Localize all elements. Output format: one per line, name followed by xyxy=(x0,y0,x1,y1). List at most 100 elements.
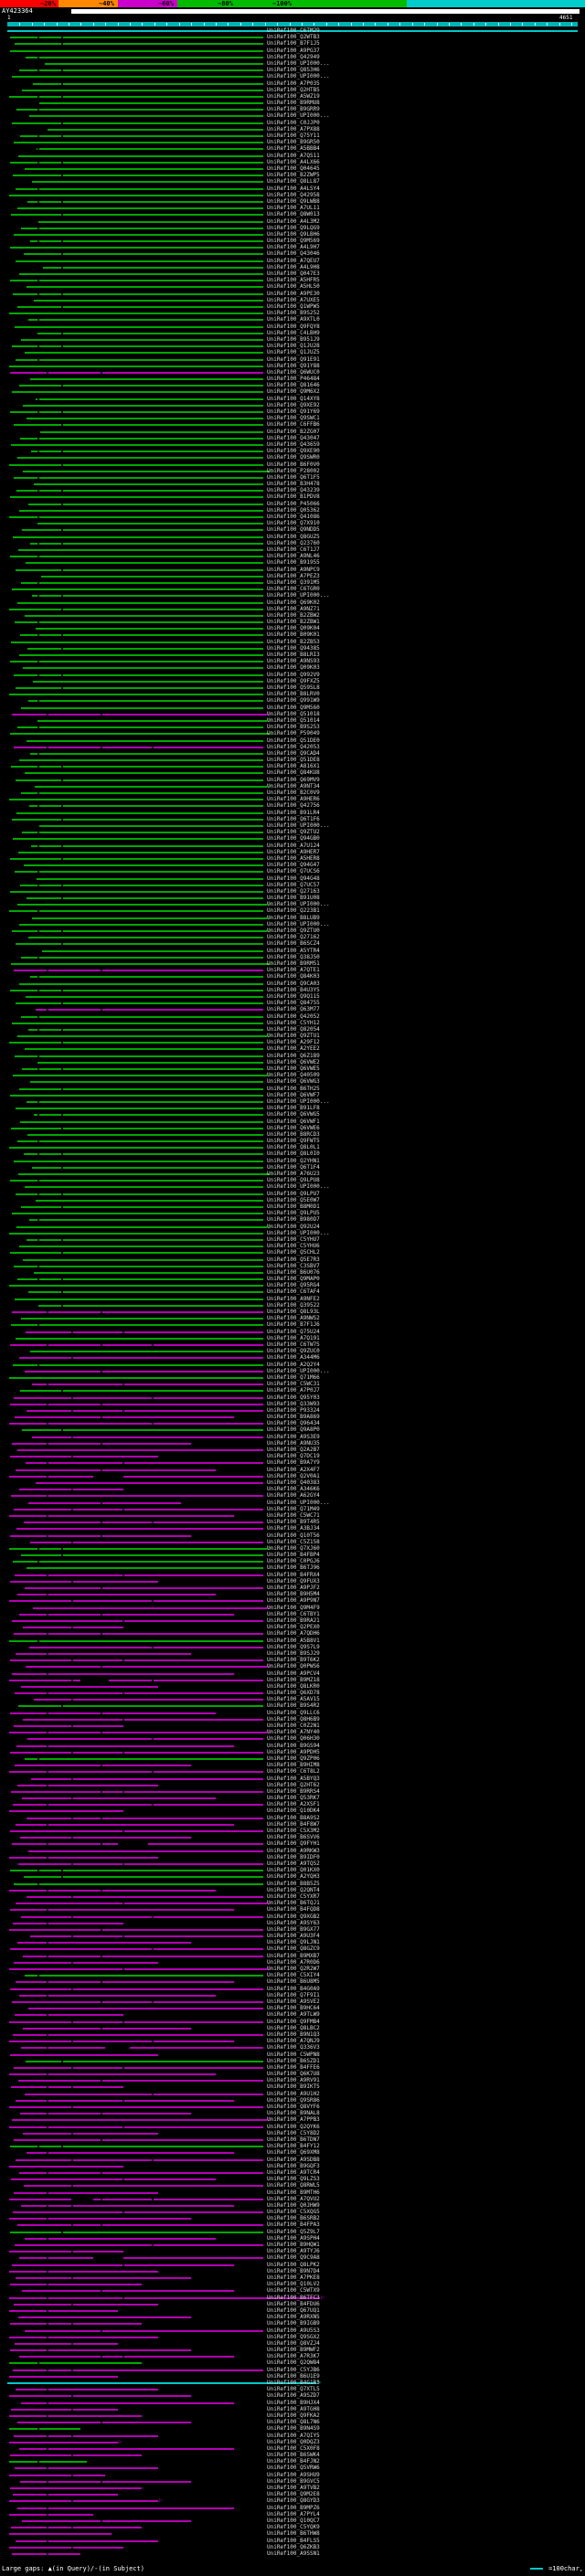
hit-row[interactable]: UniRef100_UPI000... xyxy=(0,73,585,80)
hit-row[interactable]: UniRef100_Q10DK4 xyxy=(0,1807,585,1814)
hit-row[interactable]: UniRef100_C5YH12 xyxy=(0,1020,585,1026)
hit-row[interactable]: UniRef100_Q8LBC2 xyxy=(0,2025,585,2031)
hit-row[interactable]: ▷ UniRef100_B9RM51 xyxy=(0,959,585,967)
hit-row[interactable]: UniRef100_A9SZD7 xyxy=(0,2392,585,2399)
hit-row[interactable]: UniRef100_C5X0F8 xyxy=(0,2445,585,2452)
hit-row[interactable]: UniRef100_B9RRS4 xyxy=(0,1788,585,1795)
hit-row[interactable]: UniRef100_Q6T1F6 xyxy=(0,816,585,822)
hit-row[interactable]: UniRef100_B9T4R5 xyxy=(0,1519,585,1525)
hit-row[interactable]: UniRef100_C6TGR0 xyxy=(0,586,585,592)
hit-row[interactable]: UniRef100_B6SCZ4 xyxy=(0,940,585,947)
hit-row[interactable]: UniRef100_C5YHU7 xyxy=(0,1236,585,1243)
hit-row[interactable]: UniRef100_Q27162 xyxy=(0,934,585,940)
hit-row[interactable]: UniRef100_B6U076 xyxy=(0,1269,585,1276)
hit-row[interactable]: UniRef100_Q9FUX3 xyxy=(0,1578,585,1585)
hit-row[interactable]: UniRef100_A9S3E9 xyxy=(0,1434,585,1440)
hit-row[interactable]: UniRef100_A9NS93 xyxy=(0,658,585,664)
hit-row[interactable]: UniRef100_Q51DE0 xyxy=(0,737,585,744)
hit-row[interactable]: UniRef100_Q9Q115 xyxy=(0,993,585,1000)
hit-row[interactable]: UniRef100_Q6VWF7 xyxy=(0,1092,585,1098)
hit-row[interactable]: UniRef100_C0PGJ6 xyxy=(0,1558,585,1564)
hit-row[interactable]: UniRef100_A9TLW9 xyxy=(0,2011,585,2018)
hit-row[interactable]: UniRef100_UPI000... xyxy=(0,60,585,67)
hit-row[interactable]: UniRef100_B9RMU8 xyxy=(0,100,585,106)
hit-row[interactable]: UniRef100_B9T6K2 xyxy=(0,1657,585,1663)
hit-row[interactable]: UniRef100_B7F1J5 xyxy=(0,40,585,47)
hit-row[interactable]: UniRef100_Q8H6B9 xyxy=(0,1716,585,1723)
hit-row[interactable]: UniRef100_UPI000... xyxy=(0,1500,585,1506)
hit-row[interactable]: UniRef100_Q9LPU8 xyxy=(0,1177,585,1183)
hit-row[interactable]: UniRef100_A7PEZ3 xyxy=(0,573,585,579)
hit-row[interactable]: UniRef100_A4LSY4 xyxy=(0,186,585,192)
hit-row[interactable]: UniRef100_A9NU35 xyxy=(0,1440,585,1447)
hit-row[interactable]: UniRef100_A7R3K7 xyxy=(0,2353,585,2359)
hit-row[interactable]: UniRef100_B9MXB7 xyxy=(0,1953,585,1959)
hit-row[interactable]: UniRef100_Q1WPW5 xyxy=(0,303,585,310)
hit-row[interactable]: UniRef100_A9HER7 xyxy=(0,849,585,855)
hit-row[interactable]: UniRef100_Q84755 xyxy=(0,1000,585,1006)
hit-row[interactable]: UniRef100_Q5Z9L7 xyxy=(0,2229,585,2235)
hit-row[interactable]: UniRef100_B9GR50 xyxy=(0,139,585,145)
hit-row[interactable]: UniRef100_A9TQ52 xyxy=(0,1860,585,1867)
hit-row[interactable]: UniRef100_B6F0V0 xyxy=(0,461,585,468)
hit-row[interactable]: UniRef100_B6TDN7 xyxy=(0,2136,585,2143)
hit-row[interactable]: UniRef100_A2YEE2 xyxy=(0,1045,585,1052)
hit-row[interactable]: UniRef100_B9A869 xyxy=(0,1414,585,1420)
hit-row[interactable]: UniRef100_A9PCV4 xyxy=(0,1670,585,1677)
hit-row[interactable]: UniRef100_A7Q191 xyxy=(0,1335,585,1341)
hit-row[interactable]: UniRef100_A29F12 xyxy=(0,1039,585,1045)
hit-row[interactable]: UniRef100_C5WTX9 xyxy=(0,2287,585,2294)
hit-row[interactable]: UniRef100_Q9FXZ5 xyxy=(0,678,585,684)
hit-row[interactable]: UniRef100_A9TCR4 xyxy=(0,2169,585,2176)
hit-row[interactable]: UniRef100_Q09K03 xyxy=(0,664,585,671)
hit-row[interactable]: UniRef100_UPI000... xyxy=(0,1183,585,1190)
hit-row[interactable]: UniRef100_A5WZ19 xyxy=(0,93,585,100)
hit-row[interactable]: UniRef100_B9HJX4 xyxy=(0,2400,585,2406)
hit-row[interactable]: UniRef100_B9N4S9 xyxy=(0,2425,585,2432)
hit-row[interactable]: UniRef100_Q2QW84 xyxy=(0,2359,585,2366)
hit-row[interactable]: UniRef100_Q9XE90 xyxy=(0,448,585,454)
hit-row[interactable]: UniRef100_Q223B1 xyxy=(0,907,585,914)
hit-row[interactable]: UniRef100_B8B5Z5 xyxy=(0,1881,585,1887)
hit-row[interactable]: UniRef100_Q10QC7 xyxy=(0,2518,585,2524)
hit-row[interactable]: UniRef100_Q69K02 xyxy=(0,599,585,606)
hit-row[interactable]: UniRef100_Q9FKA2 xyxy=(0,2412,585,2419)
hit-row[interactable]: UniRef100_B4FY12 xyxy=(0,2143,585,2149)
hit-row[interactable]: UniRef100_Q8GZC9 xyxy=(0,1945,585,1952)
hit-row[interactable]: UniRef100_Q42949 xyxy=(0,54,585,60)
hit-row[interactable]: ▷ UniRef100_Q9ZTU0 xyxy=(0,928,585,934)
hit-row[interactable]: UniRef100_B4FRX4 xyxy=(0,1572,585,1578)
hit-row[interactable]: UniRef100_A9RKW3 xyxy=(0,1848,585,1854)
hit-row[interactable]: UniRef100_Q6VWE2 xyxy=(0,1059,585,1065)
hit-row[interactable]: UniRef100_B9GQF3 xyxy=(0,2163,585,2169)
hit-row[interactable]: UniRef100_Q8S3H6 xyxy=(0,67,585,73)
hit-row[interactable]: UniRef100_Q7X910 xyxy=(0,520,585,526)
hit-row[interactable]: UniRef100_B9IDF0 xyxy=(0,1854,585,1860)
hit-row[interactable]: UniRef100_B4FDU6 xyxy=(0,2301,585,2307)
hit-row[interactable]: UniRef100_Q63M77 xyxy=(0,1006,585,1012)
hit-row[interactable]: UniRef100_Q75Y11 xyxy=(0,133,585,139)
hit-row[interactable]: UniRef100_Q33W93 xyxy=(0,1401,585,1407)
hit-row[interactable]: UniRef100_Q9XE92 xyxy=(0,402,585,408)
hit-row[interactable]: UniRef100_B1PDV8 xyxy=(0,493,585,500)
hit-row[interactable]: UniRef100_Q94GB0 xyxy=(0,835,585,842)
hit-row[interactable]: UniRef100_A7PX88 xyxy=(0,126,585,133)
hit-row[interactable]: ▷ UniRef100_P28002 xyxy=(0,467,585,474)
hit-row[interactable]: UniRef100_Q8LKR0 xyxy=(0,1683,585,1690)
hit-row[interactable]: UniRef100_B91U08 xyxy=(0,895,585,901)
hit-row[interactable]: UniRef100_Q43659 xyxy=(0,441,585,448)
hit-row[interactable]: UniRef100_Q7UC57 xyxy=(0,882,585,888)
hit-row[interactable]: UniRef100_A4L9H8 xyxy=(0,264,585,270)
hit-row[interactable]: UniRef100_P45066 xyxy=(0,501,585,507)
hit-row[interactable]: UniRef100_A9P9N7 xyxy=(0,1597,585,1604)
hit-row[interactable]: UniRef100_Q2HTB5 xyxy=(0,87,585,93)
hit-row[interactable]: ▷ UniRef100_Q51018 xyxy=(0,710,585,717)
hit-row[interactable]: UniRef100_Q9SWC1 xyxy=(0,415,585,421)
hit-row[interactable]: UniRef100_A816X1 xyxy=(0,763,585,769)
hit-row[interactable]: UniRef100_Q9LWB8 xyxy=(0,198,585,205)
hit-row[interactable]: UniRef100_A3BJ34 xyxy=(0,1525,585,1532)
hit-row[interactable]: UniRef100_Q81646 xyxy=(0,382,585,388)
hit-row[interactable]: UniRef100_C6T8L2 xyxy=(0,1768,585,1775)
hit-row[interactable]: UniRef100_B9IGB9 xyxy=(0,2320,585,2327)
hit-row[interactable]: UniRef100_Q9ZUC0 xyxy=(0,1348,585,1354)
